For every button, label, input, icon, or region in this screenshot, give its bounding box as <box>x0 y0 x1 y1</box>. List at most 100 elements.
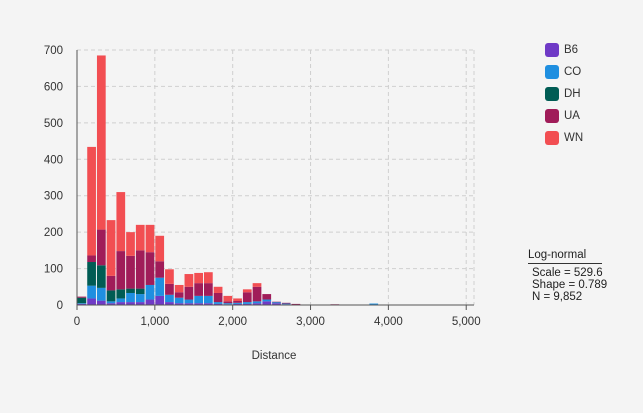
bar-co[interactable] <box>184 299 194 304</box>
bar-b6[interactable] <box>233 303 242 305</box>
legend-item-ua[interactable]: UA <box>545 108 580 124</box>
bar-b6[interactable] <box>155 295 165 305</box>
bar-ua[interactable] <box>145 252 155 285</box>
bar-wn[interactable] <box>165 269 174 284</box>
y-tick-label: 700 <box>44 45 63 57</box>
bar-ua[interactable] <box>223 301 233 304</box>
bar-b6[interactable] <box>165 302 174 305</box>
legend-swatch-dh <box>545 87 559 101</box>
bar-wn[interactable] <box>223 295 233 302</box>
bar-b6[interactable] <box>77 303 87 305</box>
bar-b6[interactable] <box>96 300 106 305</box>
bar-b6[interactable] <box>262 301 272 305</box>
bar-co[interactable] <box>106 301 116 304</box>
bar-dh[interactable] <box>126 288 135 293</box>
bar-ua[interactable] <box>87 255 96 263</box>
bar-ua[interactable] <box>96 229 106 266</box>
bar-co[interactable] <box>272 302 281 304</box>
bar-ua[interactable] <box>252 286 262 302</box>
bar-wn[interactable] <box>116 192 126 252</box>
bar-co[interactable] <box>242 302 252 304</box>
bar-dh[interactable] <box>116 289 126 299</box>
bar-ua[interactable] <box>291 303 301 305</box>
legend-item-b6[interactable]: B6 <box>545 42 578 58</box>
bar-b6[interactable] <box>106 303 116 305</box>
legend-label-dh: DH <box>564 88 581 100</box>
bar-co[interactable] <box>223 303 233 305</box>
bar-co[interactable] <box>213 302 223 304</box>
bar-b6[interactable] <box>87 298 96 305</box>
bar-wn[interactable] <box>106 220 116 276</box>
bar-b6[interactable] <box>126 302 135 305</box>
legend-item-wn[interactable]: WN <box>545 130 583 146</box>
bar-ua[interactable] <box>281 302 291 304</box>
bar-ua[interactable] <box>194 283 203 296</box>
bar-b6[interactable] <box>203 303 213 305</box>
bar-co[interactable] <box>77 303 87 304</box>
bar-ua[interactable] <box>233 300 242 303</box>
bar-ua[interactable] <box>203 283 213 296</box>
bar-b6[interactable] <box>213 303 223 305</box>
bar-wn[interactable] <box>252 283 262 287</box>
bar-ua[interactable] <box>106 275 116 291</box>
bar-wn[interactable] <box>87 146 96 256</box>
bar-dh[interactable] <box>135 288 145 295</box>
bar-wn[interactable] <box>145 224 155 253</box>
bar-wn[interactable] <box>233 298 242 301</box>
bar-co[interactable] <box>155 277 165 296</box>
bar-ua[interactable] <box>116 251 126 290</box>
bar-co[interactable] <box>135 294 145 303</box>
bar-b6[interactable] <box>116 302 126 305</box>
bar-ua[interactable] <box>262 294 272 300</box>
bar-ua[interactable] <box>242 292 252 303</box>
bar-b6[interactable] <box>174 303 184 305</box>
bar-co[interactable] <box>233 302 242 304</box>
y-tick-label: 300 <box>44 191 63 203</box>
bar-co[interactable] <box>145 284 155 300</box>
bar-ua[interactable] <box>126 255 135 289</box>
bar-co[interactable] <box>369 303 379 305</box>
bar-dh[interactable] <box>96 265 106 288</box>
bar-b6[interactable] <box>184 303 194 305</box>
bar-wn[interactable] <box>126 232 135 256</box>
bar-b6[interactable] <box>194 303 203 305</box>
bar-b6[interactable] <box>135 302 145 305</box>
legend-item-dh[interactable]: DH <box>545 86 581 102</box>
bar-ua[interactable] <box>155 261 165 278</box>
legend-item-co[interactable]: CO <box>545 64 581 80</box>
bar-wn[interactable] <box>203 272 213 284</box>
bar-co[interactable] <box>262 299 272 302</box>
bar-ua[interactable] <box>272 301 281 303</box>
bar-dh[interactable] <box>106 290 116 302</box>
bar-co[interactable] <box>281 303 291 305</box>
bar-ua[interactable] <box>174 292 184 298</box>
bar-b6[interactable] <box>145 299 155 305</box>
bar-wn[interactable] <box>155 235 165 262</box>
bar-dh[interactable] <box>87 262 96 286</box>
bar-co[interactable] <box>96 287 106 301</box>
bar-wn[interactable] <box>174 284 184 293</box>
bar-co[interactable] <box>194 295 203 304</box>
bar-co[interactable] <box>116 298 126 303</box>
bar-ua[interactable] <box>165 283 174 295</box>
bar-wn[interactable] <box>194 272 203 284</box>
bar-b6[interactable] <box>252 303 262 305</box>
bar-co[interactable] <box>203 295 213 304</box>
bar-ua[interactable] <box>184 286 194 300</box>
bar-co[interactable] <box>126 292 135 303</box>
bar-wn[interactable] <box>135 224 145 251</box>
bar-co[interactable] <box>174 297 184 304</box>
bar-b6[interactable] <box>242 303 252 305</box>
bar-wn[interactable] <box>184 274 194 287</box>
bar-wn[interactable] <box>213 286 223 293</box>
bar-wn[interactable] <box>96 55 106 230</box>
bar-ua[interactable] <box>135 250 145 289</box>
bar-co[interactable] <box>165 294 174 303</box>
bar-co[interactable] <box>87 285 96 299</box>
bar-dh[interactable] <box>77 297 87 304</box>
bar-ua[interactable] <box>213 292 223 303</box>
bar-b6[interactable] <box>272 303 281 305</box>
bar-co[interactable] <box>252 301 262 304</box>
bar-wn[interactable] <box>242 289 252 293</box>
bar-ua[interactable] <box>77 296 87 298</box>
